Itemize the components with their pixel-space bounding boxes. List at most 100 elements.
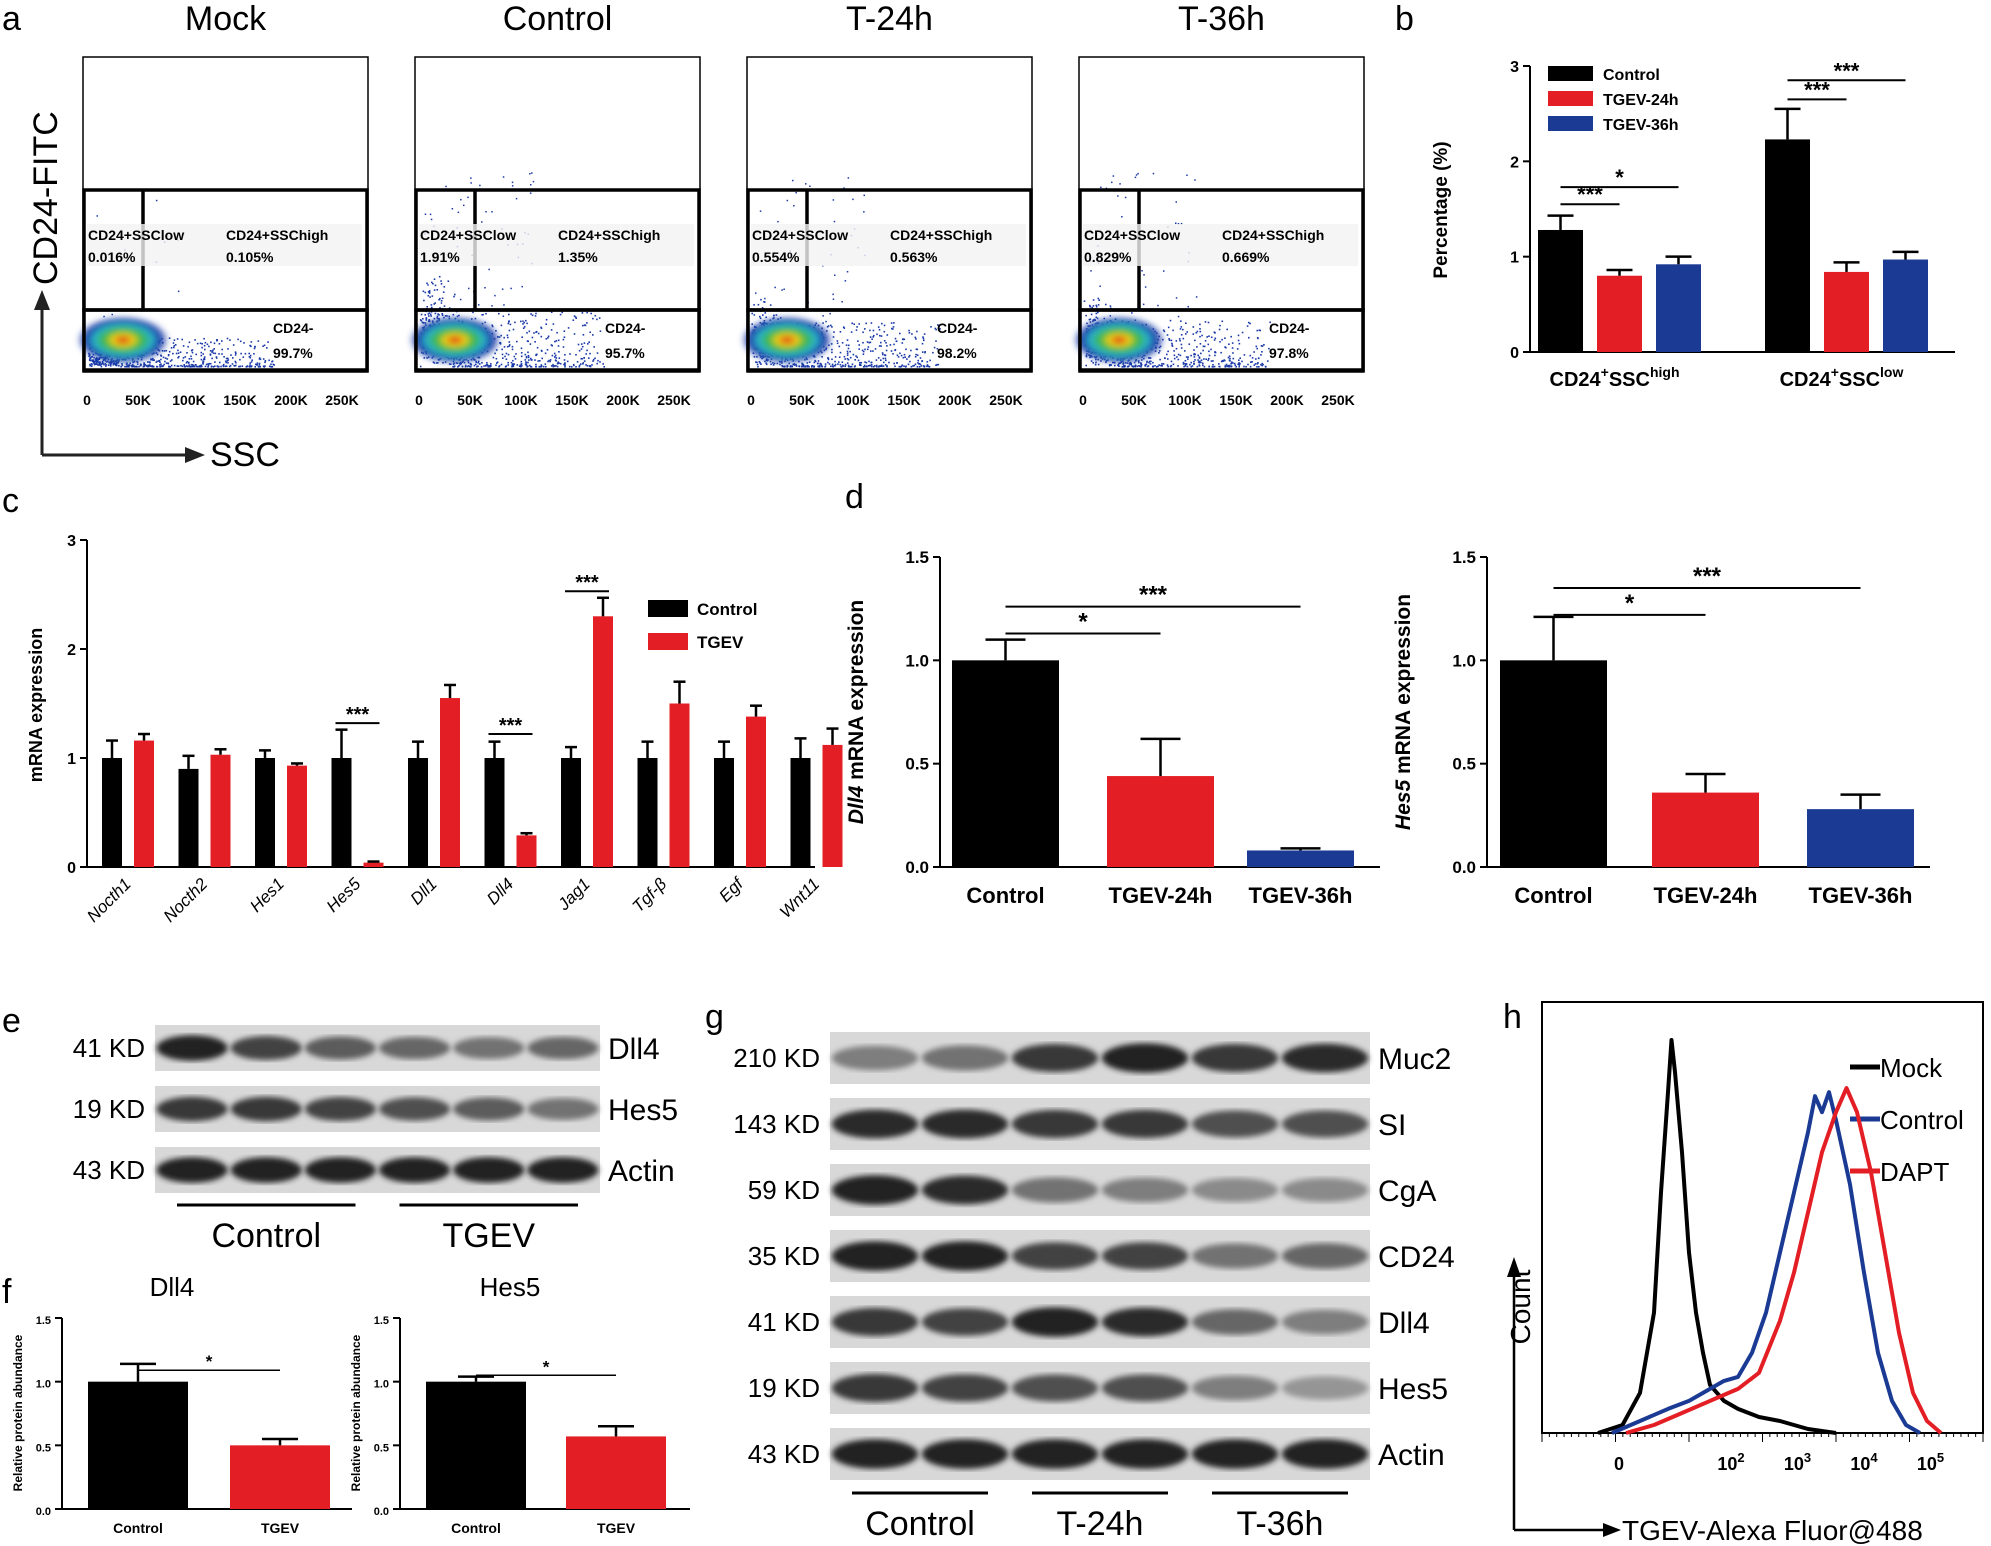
x-tick-label: 0: [1614, 1454, 1624, 1474]
flow-event: [185, 362, 188, 364]
flow-event: [159, 361, 161, 363]
flow-event: [765, 316, 767, 319]
flow-event: [1253, 351, 1255, 353]
flow-event: [1197, 354, 1199, 357]
flow-event: [1223, 359, 1225, 361]
blot-band: [156, 1035, 228, 1061]
flow-event: [550, 365, 553, 367]
flow-event: [841, 301, 843, 303]
flow-event: [586, 311, 588, 314]
tick-base: 10: [1717, 1454, 1737, 1474]
flow-event: [1122, 365, 1125, 368]
flow-event: [1197, 359, 1199, 361]
panel-letter-a: a: [2, 0, 21, 38]
flow-event: [818, 364, 821, 367]
flow-event: [503, 336, 505, 339]
flow-event: [789, 365, 792, 367]
flow-event: [843, 327, 846, 329]
flow-event: [112, 363, 115, 365]
y-tick-label: 0.0: [36, 1506, 51, 1518]
blot-band: [1011, 1043, 1099, 1073]
flow-event: [208, 345, 210, 348]
flow-event: [197, 365, 200, 368]
flow-event: [911, 333, 913, 335]
bar-control: [484, 758, 505, 867]
flow-event: [1255, 358, 1257, 360]
y-axis-rest: mRNA expression: [1392, 594, 1415, 780]
flow-event: [125, 365, 127, 368]
flow-event: [180, 364, 182, 367]
protein-label: Actin: [1378, 1439, 1445, 1472]
flow-event: [928, 366, 931, 368]
flow-event: [1230, 365, 1232, 368]
flow-event: [786, 365, 789, 367]
flow-event: [545, 365, 547, 368]
flow-event: [484, 287, 486, 289]
blot-band: [378, 1157, 451, 1183]
flow-event: [1265, 366, 1267, 368]
flow-event: [558, 351, 560, 353]
flow-event: [1262, 363, 1264, 366]
flow-event: [1187, 356, 1189, 358]
flow-event: [90, 365, 93, 367]
ssc-axis-label: SSC: [210, 436, 280, 474]
flow-event: [1152, 172, 1155, 175]
x-tick-label: 200K: [1270, 392, 1303, 408]
flow-event: [94, 363, 97, 365]
flow-event: [584, 324, 587, 327]
flow-event: [864, 348, 866, 351]
flow-event: [212, 352, 215, 354]
flow-event: [1175, 297, 1178, 299]
flow-event: [244, 352, 247, 355]
label-sup: high: [1650, 364, 1680, 380]
significance-mark: ***: [1139, 582, 1168, 609]
flow-event: [1269, 321, 1271, 324]
flow-event: [1128, 363, 1131, 365]
blot-membrane: [155, 1147, 600, 1193]
flow-event: [764, 360, 766, 363]
flow-event: [564, 366, 566, 368]
flow-event: [1218, 328, 1221, 331]
flow-event: [1159, 358, 1161, 361]
flow-event: [844, 363, 847, 366]
flow-event: [177, 356, 179, 359]
flow-event: [250, 341, 253, 343]
flow-event: [221, 353, 223, 355]
flow-event: [789, 366, 792, 368]
flow-plot-title: T-36h: [1178, 0, 1265, 38]
flow-event: [795, 191, 797, 194]
flow-event: [156, 360, 158, 363]
flow-event: [1221, 338, 1223, 341]
flow-event: [916, 348, 919, 351]
flow-event: [203, 358, 205, 361]
flow-event: [1238, 364, 1241, 366]
blot-band: [1191, 1043, 1279, 1073]
flow-event: [207, 363, 209, 365]
panel-letter-e: e: [2, 1002, 21, 1040]
flow-event: [273, 364, 275, 366]
flow-event: [1134, 176, 1137, 179]
flow-event: [241, 365, 244, 367]
blot-band: [453, 1157, 525, 1183]
x-category-label: Control: [113, 1520, 163, 1536]
flow-event: [225, 365, 228, 367]
flow-event: [880, 359, 882, 361]
flow-event: [191, 351, 194, 354]
legend-label: Control: [1880, 1105, 1964, 1135]
flow-event: [544, 352, 547, 355]
flow-event: [1253, 364, 1256, 366]
flow-event: [1256, 347, 1258, 350]
flow-event: [1180, 343, 1183, 346]
flow-event: [157, 360, 160, 362]
flow-event: [542, 365, 545, 368]
flow-event: [107, 364, 110, 366]
flow-event: [432, 282, 434, 285]
flow-event: [917, 362, 919, 364]
flow-event: [520, 363, 523, 365]
flow-event: [485, 211, 487, 213]
flow-event: [1173, 350, 1175, 352]
flow-event: [1177, 223, 1180, 225]
flow-event: [186, 352, 188, 354]
protein-label: CgA: [1378, 1175, 1436, 1208]
flow-event: [457, 211, 460, 214]
